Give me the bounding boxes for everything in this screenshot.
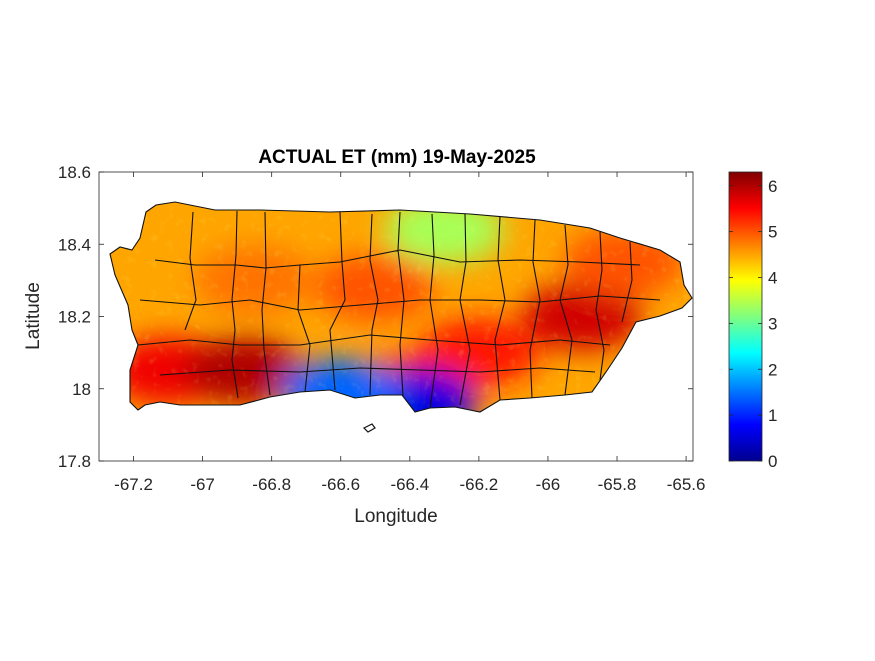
- colorbar-tick-label: 0: [768, 452, 777, 471]
- x-axis-label: Longitude: [354, 506, 437, 527]
- chart-title: ACTUAL ET (mm) 19-May-2025: [258, 147, 536, 168]
- y-tick-label: 17.8: [58, 452, 91, 471]
- colorbar-tick-label: 6: [768, 177, 777, 196]
- colorbar-tick-label: 2: [768, 360, 777, 379]
- y-tick-label: 18.6: [58, 163, 91, 182]
- y-tick-label: 18: [72, 380, 91, 399]
- municipal-boundaries: [109, 201, 693, 413]
- y-axis: 17.8 18 18.2 18.4 18.6 Latitude: [23, 163, 693, 471]
- y-tick-label: 18.2: [58, 308, 91, 327]
- x-tick-label: -66.2: [460, 475, 499, 494]
- colorbar-tick-label: 1: [768, 406, 777, 425]
- y-tick-label: 18.4: [58, 235, 91, 254]
- offshore-island: [362, 423, 376, 433]
- x-tick-label: -67.2: [114, 475, 153, 494]
- y-axis-label: Latitude: [23, 282, 44, 350]
- colorbar-tick-label: 5: [768, 223, 777, 242]
- x-tick-label: -65.8: [598, 475, 637, 494]
- x-tick-label: -66.8: [252, 475, 291, 494]
- x-tick-label: -66.6: [321, 475, 360, 494]
- x-tick-label: -65.6: [667, 475, 706, 494]
- colorbar-gradient: [728, 171, 763, 462]
- x-tick-label: -66: [536, 475, 561, 494]
- x-axis: -67.2 -67 -66.8 -66.6 -66.4 -66.2 -66 -65.8 -65.…: [114, 172, 705, 527]
- x-tick-label: -67: [190, 475, 215, 494]
- colorbar: 0 1 2 3 4 5 6: [728, 171, 777, 471]
- colorbar-tick-label: 4: [768, 269, 777, 288]
- colorbar-tick-label: 3: [768, 314, 777, 333]
- x-tick-label: -66.4: [390, 475, 429, 494]
